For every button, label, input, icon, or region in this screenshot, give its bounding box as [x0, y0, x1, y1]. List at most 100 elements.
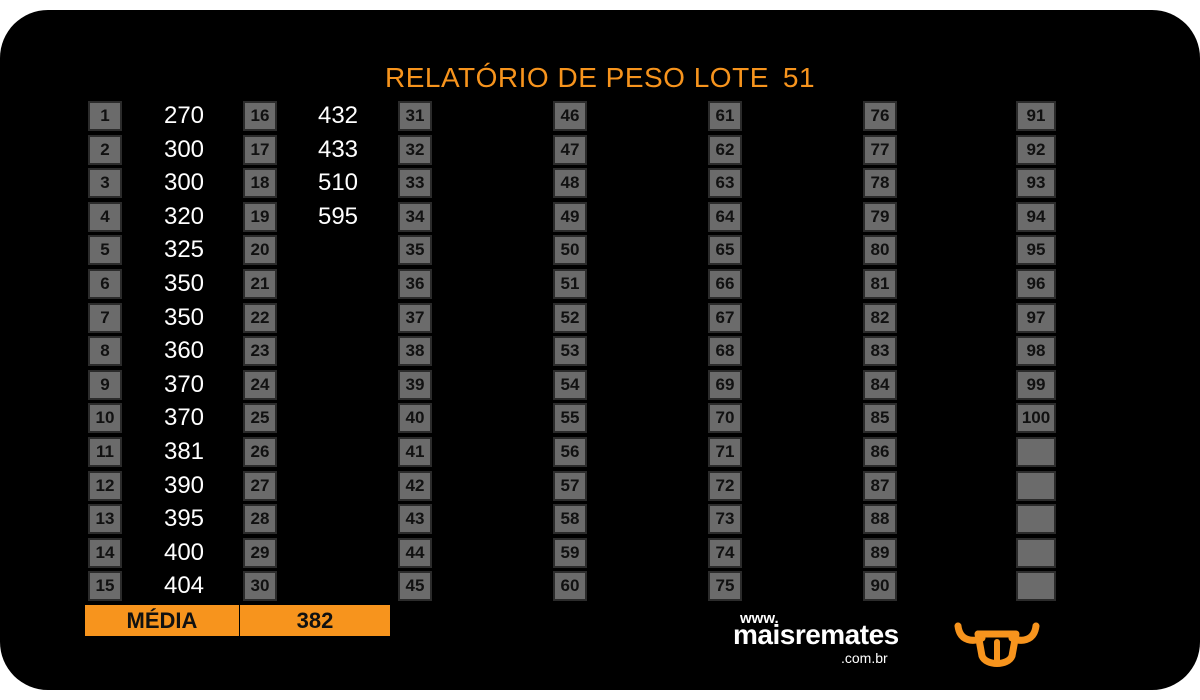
- animal-number-cell: 36: [398, 269, 432, 299]
- animal-number-cell: 72: [708, 471, 742, 501]
- animal-number-cell: 54: [553, 370, 587, 400]
- animal-number-cell: 4: [88, 202, 122, 232]
- animal-number-cell: 58: [553, 504, 587, 534]
- animal-number-cell: 55: [553, 403, 587, 433]
- animal-weight-value: [300, 269, 376, 299]
- animal-number-cell: 73: [708, 504, 742, 534]
- animal-number-cell: 33: [398, 168, 432, 198]
- animal-number-cell: 28: [243, 504, 277, 534]
- animal-number-cell: 59: [553, 538, 587, 568]
- animal-number-cell: 30: [243, 571, 277, 601]
- animal-number-cell: 3: [88, 168, 122, 198]
- animal-number-cell: 20: [243, 235, 277, 265]
- animal-weight-value: [300, 403, 376, 433]
- animal-number-cell: 53: [553, 336, 587, 366]
- animal-number-cell: 47: [553, 135, 587, 165]
- animal-number-cell: 1: [88, 101, 122, 131]
- animal-weight-value: 400: [163, 539, 205, 566]
- animal-number-cell: 42: [398, 471, 432, 501]
- animal-weight-value: [300, 504, 376, 534]
- animal-weight-value: [300, 437, 376, 467]
- animal-number-cell: 85: [863, 403, 897, 433]
- animal-number-cell: 78: [863, 168, 897, 198]
- animal-weight-value: 510: [317, 169, 359, 196]
- animal-number-cell: 93: [1016, 168, 1056, 198]
- animal-number-cell: 75: [708, 571, 742, 601]
- animal-weight-value: 390: [163, 472, 205, 499]
- animal-weight-value: 404: [163, 572, 205, 599]
- empty-slot-cell: [1016, 538, 1056, 568]
- animal-number-cell: 32: [398, 135, 432, 165]
- animal-weight-value: [300, 235, 376, 265]
- animal-number-cell: 15: [88, 571, 122, 601]
- animal-number-cell: 56: [553, 437, 587, 467]
- animal-number-cell: 79: [863, 202, 897, 232]
- animal-number-cell: 84: [863, 370, 897, 400]
- animal-weight-value: 270: [163, 102, 205, 129]
- animal-number-cell: 94: [1016, 202, 1056, 232]
- animal-number-cell: 60: [553, 571, 587, 601]
- animal-number-cell: 25: [243, 403, 277, 433]
- empty-slot-cell: [1016, 471, 1056, 501]
- animal-number-cell: 19: [243, 202, 277, 232]
- animal-number-cell: 100: [1016, 403, 1056, 433]
- animal-number-cell: 40: [398, 403, 432, 433]
- weight-report-board: RELATÓRIO DE PESO LOTE 51 1 270 2 300 3 300 4 32…: [0, 10, 1200, 690]
- logo-domain: .com.br: [841, 650, 888, 666]
- animal-weight-value: 300: [163, 169, 205, 196]
- animal-number-cell: 77: [863, 135, 897, 165]
- animal-number-cell: 61: [708, 101, 742, 131]
- animal-weight-value: 360: [163, 337, 205, 364]
- animal-number-cell: 18: [243, 168, 277, 198]
- animal-number-cell: 89: [863, 538, 897, 568]
- animal-weight-value: 370: [163, 371, 205, 398]
- animal-number-cell: 81: [863, 269, 897, 299]
- animal-number-cell: 68: [708, 336, 742, 366]
- animal-number-cell: 91: [1016, 101, 1056, 131]
- report-title-text: RELATÓRIO DE PESO LOTE: [384, 62, 769, 93]
- animal-number-cell: 21: [243, 269, 277, 299]
- animal-number-cell: 45: [398, 571, 432, 601]
- animal-number-cell: 7: [88, 303, 122, 333]
- animal-number-cell: 57: [553, 471, 587, 501]
- report-title: RELATÓRIO DE PESO LOTE 51: [0, 62, 1200, 94]
- average-label: MÉDIA: [85, 605, 239, 636]
- animal-weight-value: 381: [163, 438, 205, 465]
- empty-slot-cell: [1016, 571, 1056, 601]
- animal-number-cell: 80: [863, 235, 897, 265]
- empty-slot-cell: [1016, 437, 1056, 467]
- animal-number-cell: 66: [708, 269, 742, 299]
- animal-weight-value: [300, 538, 376, 568]
- animal-weight-value: 350: [163, 304, 205, 331]
- animal-number-cell: 35: [398, 235, 432, 265]
- animal-number-cell: 98: [1016, 336, 1056, 366]
- animal-weight-value: 395: [163, 505, 205, 532]
- animal-number-cell: 64: [708, 202, 742, 232]
- animal-number-cell: 2: [88, 135, 122, 165]
- animal-number-cell: 14: [88, 538, 122, 568]
- animal-number-cell: 51: [553, 269, 587, 299]
- lot-number: 51: [782, 62, 816, 93]
- animal-number-cell: 50: [553, 235, 587, 265]
- animal-number-cell: 26: [243, 437, 277, 467]
- animal-number-cell: 52: [553, 303, 587, 333]
- animal-number-cell: 65: [708, 235, 742, 265]
- animal-number-cell: 5: [88, 235, 122, 265]
- animal-weight-value: 300: [163, 136, 205, 163]
- animal-number-cell: 82: [863, 303, 897, 333]
- animal-number-cell: 69: [708, 370, 742, 400]
- animal-number-cell: 83: [863, 336, 897, 366]
- animal-number-cell: 10: [88, 403, 122, 433]
- animal-number-cell: 11: [88, 437, 122, 467]
- animal-number-cell: 63: [708, 168, 742, 198]
- animal-number-cell: 62: [708, 135, 742, 165]
- animal-number-cell: 76: [863, 101, 897, 131]
- animal-number-cell: 27: [243, 471, 277, 501]
- animal-number-cell: 38: [398, 336, 432, 366]
- bull-head-icon: [954, 622, 1040, 667]
- empty-slot-cell: [1016, 504, 1056, 534]
- animal-number-cell: 99: [1016, 370, 1056, 400]
- animal-number-cell: 22: [243, 303, 277, 333]
- logo-brand-name: maisremates: [733, 619, 899, 650]
- animal-weight-value: 432: [317, 102, 359, 129]
